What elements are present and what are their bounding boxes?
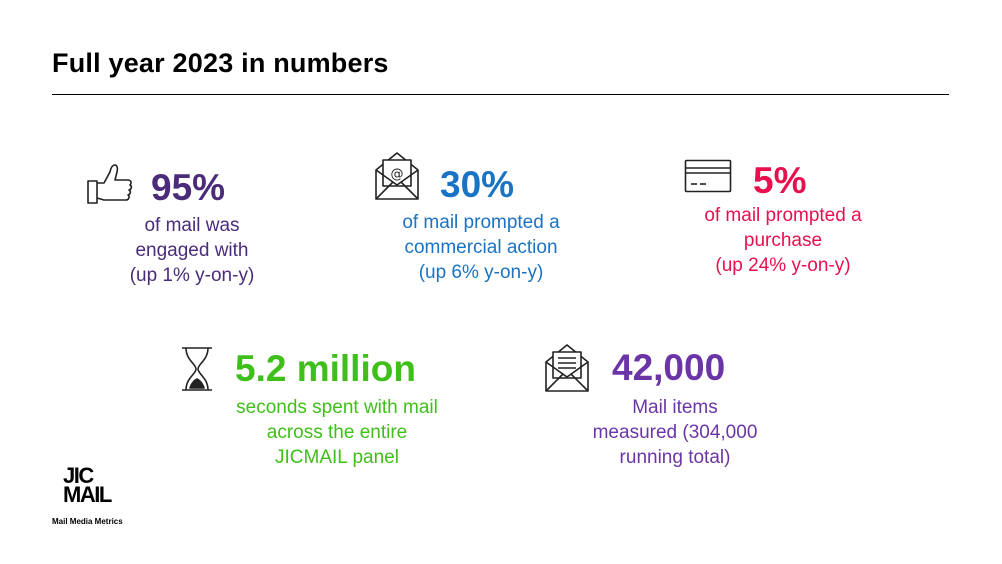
stat-value: 30% <box>440 164 515 205</box>
stat-value: 95% <box>151 167 226 208</box>
stat-description: of mail prompted a purchase (up 24% y-on… <box>704 205 862 276</box>
email-envelope-icon: @ <box>373 151 421 201</box>
stat-value: 42,000 <box>612 347 726 388</box>
stat-value: 5% <box>753 160 807 201</box>
logo-tagline: Mail Media Metrics <box>52 517 123 526</box>
hourglass-icon <box>180 346 214 392</box>
thumbs-up-icon <box>86 162 134 206</box>
page-title: Full year 2023 in numbers <box>52 48 389 78</box>
logo-wordmark-bottom: MAIL <box>63 482 112 507</box>
stat-description: of mail prompted a commercial action (up… <box>402 212 560 283</box>
stat-description: seconds spent with mail across the entir… <box>236 397 438 468</box>
stat-value: 5.2 million <box>235 348 416 389</box>
svg-text:@: @ <box>391 167 404 182</box>
title-divider <box>52 94 949 95</box>
stat-description: Mail items measured (304,000 running tot… <box>592 397 758 468</box>
open-letter-icon <box>543 343 591 393</box>
logo-wordmark-top: JIC <box>63 463 94 488</box>
stat-description: of mail was engaged with (up 1% y-on-y) <box>129 215 255 286</box>
credit-card-icon <box>684 159 732 193</box>
